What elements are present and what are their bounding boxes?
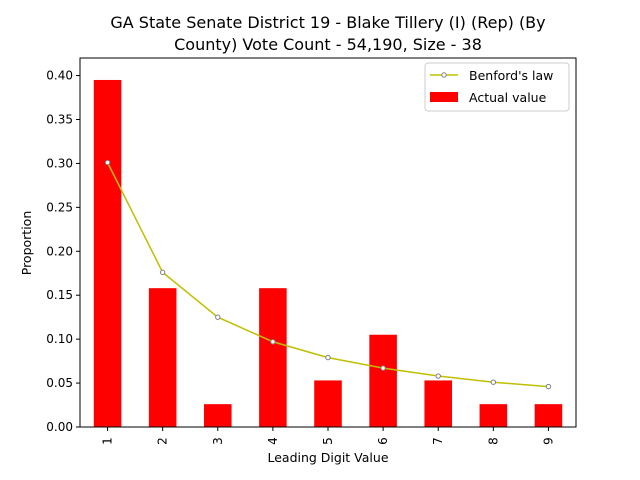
benford-point-3 (215, 314, 221, 320)
y-tick-label: 0.20 (46, 244, 73, 258)
bar-7 (424, 380, 452, 427)
legend-label-actual: Actual value (469, 90, 547, 105)
benford-point-1 (104, 159, 111, 166)
x-tick-label: 8 (486, 437, 500, 445)
x-tick-label: 4 (266, 437, 280, 445)
benford-point-4 (270, 339, 276, 345)
benford-point-8 (490, 379, 497, 385)
benford-point-5 (325, 354, 331, 361)
legend-line-marker (441, 72, 447, 78)
chart-title-line-1: GA State Senate District 19 - Blake Till… (110, 13, 545, 32)
y-tick-label: 0.40 (46, 69, 73, 83)
legend-bar-swatch (430, 92, 458, 102)
legend-label-benford: Benford's law (469, 68, 553, 83)
x-tick-label: 6 (376, 437, 390, 445)
bar-2 (148, 288, 177, 427)
x-tick-label: 2 (156, 437, 170, 445)
plot-area: 0.00 0.05 0.10 0.15 0.20 0.25 0.30 0.35 0.40 1 2 3 4… (46, 57, 577, 445)
y-tick-label: 0.05 (46, 376, 73, 390)
bar-8 (479, 404, 508, 427)
bar-1 (93, 79, 122, 427)
benford-point-7 (435, 373, 441, 379)
x-tick-label: 3 (211, 437, 225, 445)
bar-4 (259, 288, 287, 427)
x-axis-label: Leading Digit Value (267, 450, 388, 465)
x-tick-label: 1 (101, 437, 115, 445)
y-tick-label: 0.00 (46, 420, 73, 434)
x-tick-label: 5 (321, 437, 335, 445)
legend-box (424, 62, 570, 112)
bar-6 (369, 334, 397, 427)
y-tick-label: 0.15 (46, 288, 73, 302)
benford-point-2 (159, 269, 166, 276)
x-tick-label: 7 (431, 437, 445, 445)
y-tick-label: 0.25 (46, 200, 73, 214)
benford-point-6 (380, 365, 386, 371)
x-tick-label: 9 (541, 437, 555, 445)
y-tick-label: 0.35 (46, 113, 73, 127)
benford-point-9 (545, 383, 552, 390)
bar-3 (204, 404, 232, 427)
legend: Benford's law Actual value (424, 62, 570, 112)
bar-9 (534, 404, 563, 427)
y-axis-label: Proportion (19, 211, 34, 276)
y-tick-label: 0.10 (46, 332, 73, 346)
bar-5 (314, 380, 342, 427)
y-tick-label: 0.30 (46, 156, 73, 170)
chart-title-line-2: County) Vote Count - 54,190, Size - 38 (174, 35, 482, 54)
